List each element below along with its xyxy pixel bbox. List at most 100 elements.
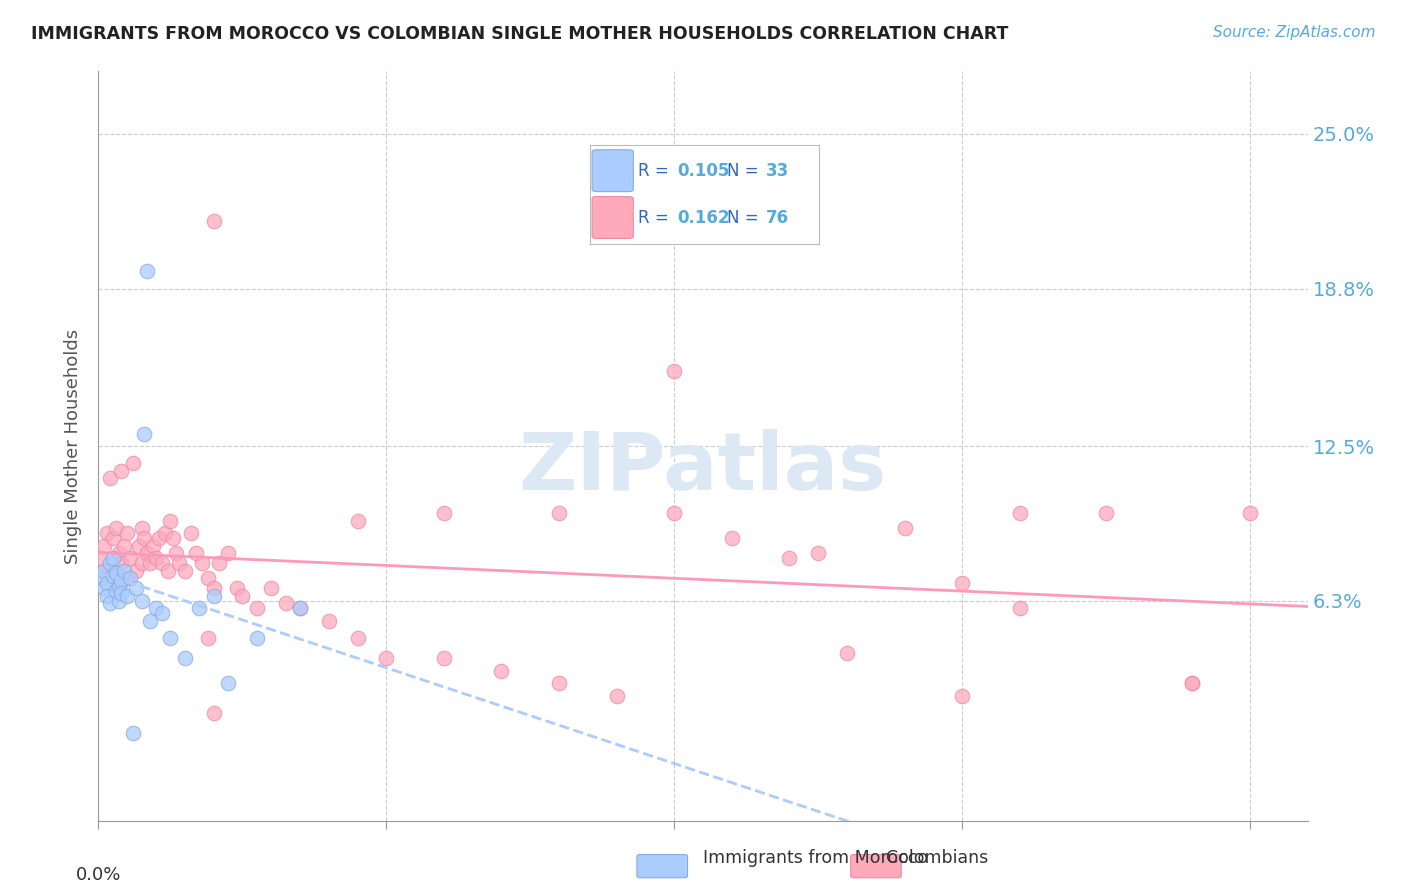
Text: 0.105: 0.105 <box>676 161 730 179</box>
Point <box>159 514 181 528</box>
Point <box>807 546 830 560</box>
Point <box>202 706 225 721</box>
Point <box>115 526 138 541</box>
Point <box>150 607 173 621</box>
Point <box>893 521 915 535</box>
Point <box>217 546 239 560</box>
Text: 33: 33 <box>766 161 789 179</box>
Point <box>131 557 153 571</box>
Point <box>1008 601 1031 615</box>
Text: 0.0%: 0.0% <box>76 865 121 884</box>
Point <box>720 532 742 546</box>
Point <box>191 557 214 571</box>
Point <box>125 564 148 578</box>
Point <box>125 582 148 596</box>
Point <box>180 526 202 541</box>
Point <box>246 601 269 615</box>
Point <box>104 521 127 535</box>
Point <box>136 546 159 560</box>
Point <box>98 471 121 485</box>
Point <box>165 546 187 560</box>
Point <box>246 632 269 646</box>
Point <box>139 614 162 628</box>
Text: R =: R = <box>638 161 673 179</box>
Point <box>150 557 173 571</box>
Point <box>159 632 181 646</box>
Text: R =: R = <box>638 209 673 227</box>
Point <box>122 726 145 740</box>
Point <box>145 551 167 566</box>
Point <box>93 582 115 596</box>
Point <box>93 539 115 553</box>
Point <box>101 569 124 583</box>
Point <box>104 566 127 581</box>
Point <box>664 364 686 378</box>
Point <box>162 532 184 546</box>
Point <box>835 646 858 660</box>
Point <box>188 601 211 615</box>
Point <box>110 464 132 478</box>
Point <box>288 601 311 615</box>
Point <box>110 586 132 600</box>
Point <box>136 264 159 278</box>
Text: N =: N = <box>727 209 763 227</box>
Point <box>260 582 283 596</box>
Point <box>1095 507 1118 521</box>
Point <box>115 589 138 603</box>
Text: IMMIGRANTS FROM MOROCCO VS COLOMBIAN SINGLE MOTHER HOUSEHOLDS CORRELATION CHART: IMMIGRANTS FROM MOROCCO VS COLOMBIAN SIN… <box>31 25 1008 43</box>
Point <box>1239 507 1261 521</box>
Point <box>274 596 297 610</box>
Point <box>139 557 162 571</box>
Point <box>96 589 118 603</box>
Point <box>1008 507 1031 521</box>
Point <box>346 514 368 528</box>
Point <box>98 596 121 610</box>
Point <box>90 551 112 566</box>
Y-axis label: Single Mother Households: Single Mother Households <box>65 328 83 564</box>
Point <box>148 532 170 546</box>
Point <box>107 576 129 591</box>
Point <box>202 589 225 603</box>
Point <box>134 426 156 441</box>
Point <box>107 579 129 593</box>
Point <box>225 582 247 596</box>
Point <box>197 571 219 585</box>
Point <box>107 594 129 608</box>
Point <box>112 564 135 578</box>
Point <box>115 571 138 585</box>
Point <box>173 564 195 578</box>
Point <box>346 632 368 646</box>
Point <box>96 576 118 591</box>
Point <box>145 601 167 615</box>
Point <box>134 532 156 546</box>
Point <box>186 546 208 560</box>
Point <box>104 583 127 598</box>
Point <box>548 676 571 690</box>
Point <box>122 457 145 471</box>
Point <box>288 601 311 615</box>
Point <box>131 594 153 608</box>
Point <box>778 551 800 566</box>
Point <box>131 521 153 535</box>
Point <box>167 557 190 571</box>
Point <box>120 571 142 585</box>
Point <box>606 689 628 703</box>
Point <box>318 614 340 628</box>
Point <box>107 546 129 560</box>
Point <box>98 557 121 571</box>
Point <box>142 539 165 553</box>
FancyBboxPatch shape <box>592 150 633 192</box>
Point <box>128 539 150 553</box>
Point <box>217 676 239 690</box>
Point <box>208 557 231 571</box>
Point <box>202 582 225 596</box>
Text: Immigrants from Morocco: Immigrants from Morocco <box>703 849 928 867</box>
Point <box>120 551 142 566</box>
Point <box>93 564 115 578</box>
Point <box>950 576 973 591</box>
Point <box>153 526 176 541</box>
Point <box>173 651 195 665</box>
Point <box>96 564 118 578</box>
Point <box>110 574 132 588</box>
Point <box>950 689 973 703</box>
